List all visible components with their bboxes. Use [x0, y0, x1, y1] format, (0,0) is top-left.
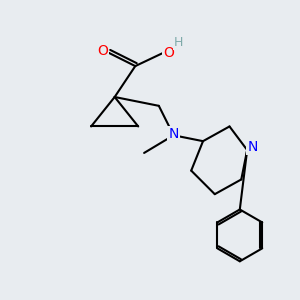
Text: N: N	[168, 127, 179, 141]
Text: O: O	[163, 46, 174, 60]
Text: O: O	[98, 44, 108, 58]
Text: N: N	[247, 140, 258, 154]
Text: H: H	[174, 36, 183, 49]
